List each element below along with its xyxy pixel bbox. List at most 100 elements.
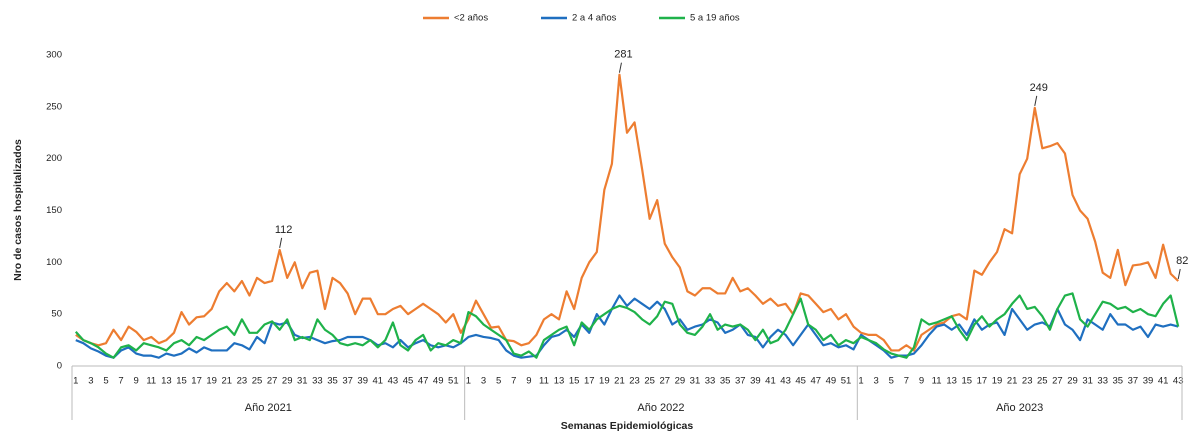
x-tick-label: 23 [237, 376, 248, 387]
x-tick-label: 13 [161, 376, 172, 387]
series-line [75, 73, 1179, 352]
x-tick-label: 11 [932, 376, 942, 387]
x-tick-label: 45 [795, 376, 806, 387]
label-leader [618, 62, 622, 73]
x-tick-label: 19 [992, 376, 1003, 387]
x-tick-label: 39 [1143, 376, 1154, 387]
x-tick-label: 5 [889, 376, 894, 387]
x-tick-label: 3 [874, 376, 879, 387]
x-tick-label: 41 [373, 376, 384, 387]
x-tick-label: 25 [1037, 376, 1048, 387]
x-axis-title: Semanas Epidemiológicas [561, 420, 694, 432]
x-tick-label: 1 [73, 376, 78, 387]
x-tick-label: 33 [705, 376, 716, 387]
x-tick-label: 43 [1173, 376, 1184, 387]
x-tick-label: 13 [946, 376, 957, 387]
x-tick-label: 51 [448, 376, 459, 387]
y-tick-label: 150 [46, 205, 62, 216]
x-tick-label: 19 [599, 376, 610, 387]
x-tick-label: 31 [1082, 376, 1093, 387]
group-label: Año 2023 [996, 402, 1043, 414]
x-tick-label: 31 [297, 376, 308, 387]
label-leader [279, 237, 283, 248]
x-tick-label: 29 [282, 376, 293, 387]
x-tick-label: 39 [750, 376, 761, 387]
x-tick-label: 39 [357, 376, 368, 387]
y-tick-label: 250 [46, 101, 62, 112]
x-tick-label: 51 [841, 376, 852, 387]
x-tick-label: 43 [388, 376, 399, 387]
x-tick-label: 21 [1007, 376, 1018, 387]
x-tick-label: 11 [539, 376, 549, 387]
x-tick-label: 41 [1158, 376, 1169, 387]
y-tick-label: 200 [46, 153, 62, 164]
x-tick-label: 15 [569, 376, 580, 387]
data-label: 112 [275, 224, 293, 236]
x-tick-label: 7 [511, 376, 516, 387]
x-tick-label: 5 [103, 376, 108, 387]
y-tick-label: 0 [57, 361, 62, 372]
x-tick-label: 33 [1097, 376, 1108, 387]
series-line [74, 292, 1180, 359]
x-tick-label: 25 [252, 376, 263, 387]
label-leader [1034, 95, 1038, 106]
x-tick-label: 7 [904, 376, 909, 387]
label-leader [1177, 268, 1181, 280]
x-tick-label: 19 [206, 376, 217, 387]
y-tick-label: 100 [46, 257, 62, 268]
x-tick-label: 7 [118, 376, 123, 387]
group-label: Año 2021 [245, 402, 292, 414]
x-tick-label: 11 [146, 376, 156, 387]
x-tick-label: 37 [735, 376, 746, 387]
x-tick-label: 23 [629, 376, 640, 387]
x-tick-label: 25 [644, 376, 655, 387]
x-tick-label: 47 [418, 376, 429, 387]
x-tick-label: 29 [675, 376, 686, 387]
x-tick-label: 43 [780, 376, 791, 387]
x-tick-label: 17 [584, 376, 595, 387]
x-tick-label: 15 [176, 376, 187, 387]
x-tick-label: 1 [858, 376, 863, 387]
x-tick-label: 23 [1022, 376, 1033, 387]
x-tick-label: 5 [496, 376, 501, 387]
x-tick-label: 17 [977, 376, 988, 387]
x-tick-label: 49 [433, 376, 444, 387]
x-tick-label: 35 [327, 376, 338, 387]
legend-label: 5 a 19 años [690, 13, 740, 24]
x-tick-label: 35 [720, 376, 731, 387]
group-label: Año 2022 [637, 402, 684, 414]
x-tick-label: 21 [614, 376, 625, 387]
series-line [75, 294, 1179, 359]
x-tick-label: 37 [342, 376, 353, 387]
x-tick-label: 9 [526, 376, 531, 387]
data-label: 281 [614, 49, 632, 61]
x-tick-label: 33 [312, 376, 323, 387]
x-tick-label: 3 [88, 376, 93, 387]
x-tick-label: 17 [191, 376, 202, 387]
x-tick-label: 41 [765, 376, 776, 387]
x-tick-label: 21 [222, 376, 233, 387]
y-axis-title: Nro de casos hospitalizados [12, 139, 24, 281]
x-tick-label: 9 [919, 376, 924, 387]
x-tick-label: 13 [554, 376, 565, 387]
data-label: 249 [1030, 82, 1048, 94]
x-tick-label: 35 [1113, 376, 1124, 387]
data-label: 82 [1176, 255, 1188, 267]
y-tick-label: 300 [46, 50, 62, 61]
x-tick-label: 27 [267, 376, 278, 387]
y-tick-label: 50 [51, 309, 62, 320]
x-tick-label: 37 [1128, 376, 1139, 387]
x-tick-label: 49 [826, 376, 837, 387]
legend-label: <2 años [454, 13, 488, 24]
x-tick-label: 3 [481, 376, 486, 387]
x-tick-label: 15 [962, 376, 973, 387]
x-tick-label: 31 [690, 376, 701, 387]
x-tick-label: 45 [403, 376, 414, 387]
x-tick-label: 27 [659, 376, 670, 387]
x-tick-label: 29 [1067, 376, 1078, 387]
legend-label: 2 a 4 años [572, 13, 617, 24]
x-tick-label: 27 [1052, 376, 1063, 387]
x-tick-label: 1 [466, 376, 471, 387]
x-tick-label: 47 [810, 376, 821, 387]
